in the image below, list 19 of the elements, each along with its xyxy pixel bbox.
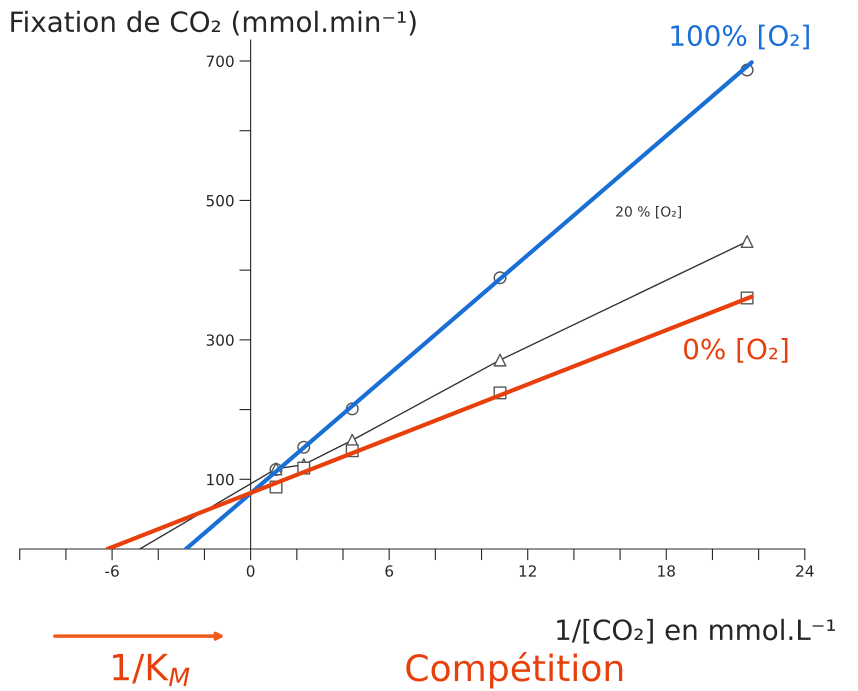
y-tick-label: 100	[207, 474, 234, 486]
x-tick-label: -6	[105, 565, 119, 577]
x-tick-label: 24	[796, 565, 814, 577]
series-label: 0% [O₂]	[684, 338, 788, 363]
chart-title: Fixation de CO₂ (mmol.min⁻¹)	[11, 10, 416, 36]
y-tick-label: 700	[206, 55, 234, 68]
text: 1/K$_{M}$	[113, 654, 190, 686]
y-tick-label: 500	[206, 194, 234, 206]
x-tick-label: 0	[246, 565, 254, 577]
series-label: 100% [O₂]	[671, 24, 809, 50]
text: 20 % [O₂]	[616, 206, 681, 218]
point	[740, 235, 754, 248]
x-axis-title: 1/[CO₂] en mmol.L⁻¹	[557, 618, 836, 644]
x-tick-label: 6	[385, 565, 394, 577]
point	[494, 354, 507, 367]
x-tick-label: 18	[658, 565, 675, 577]
y-tick-label: 300	[206, 334, 234, 346]
x-tick-label: 12	[520, 565, 536, 577]
text: Compétition	[406, 652, 622, 688]
